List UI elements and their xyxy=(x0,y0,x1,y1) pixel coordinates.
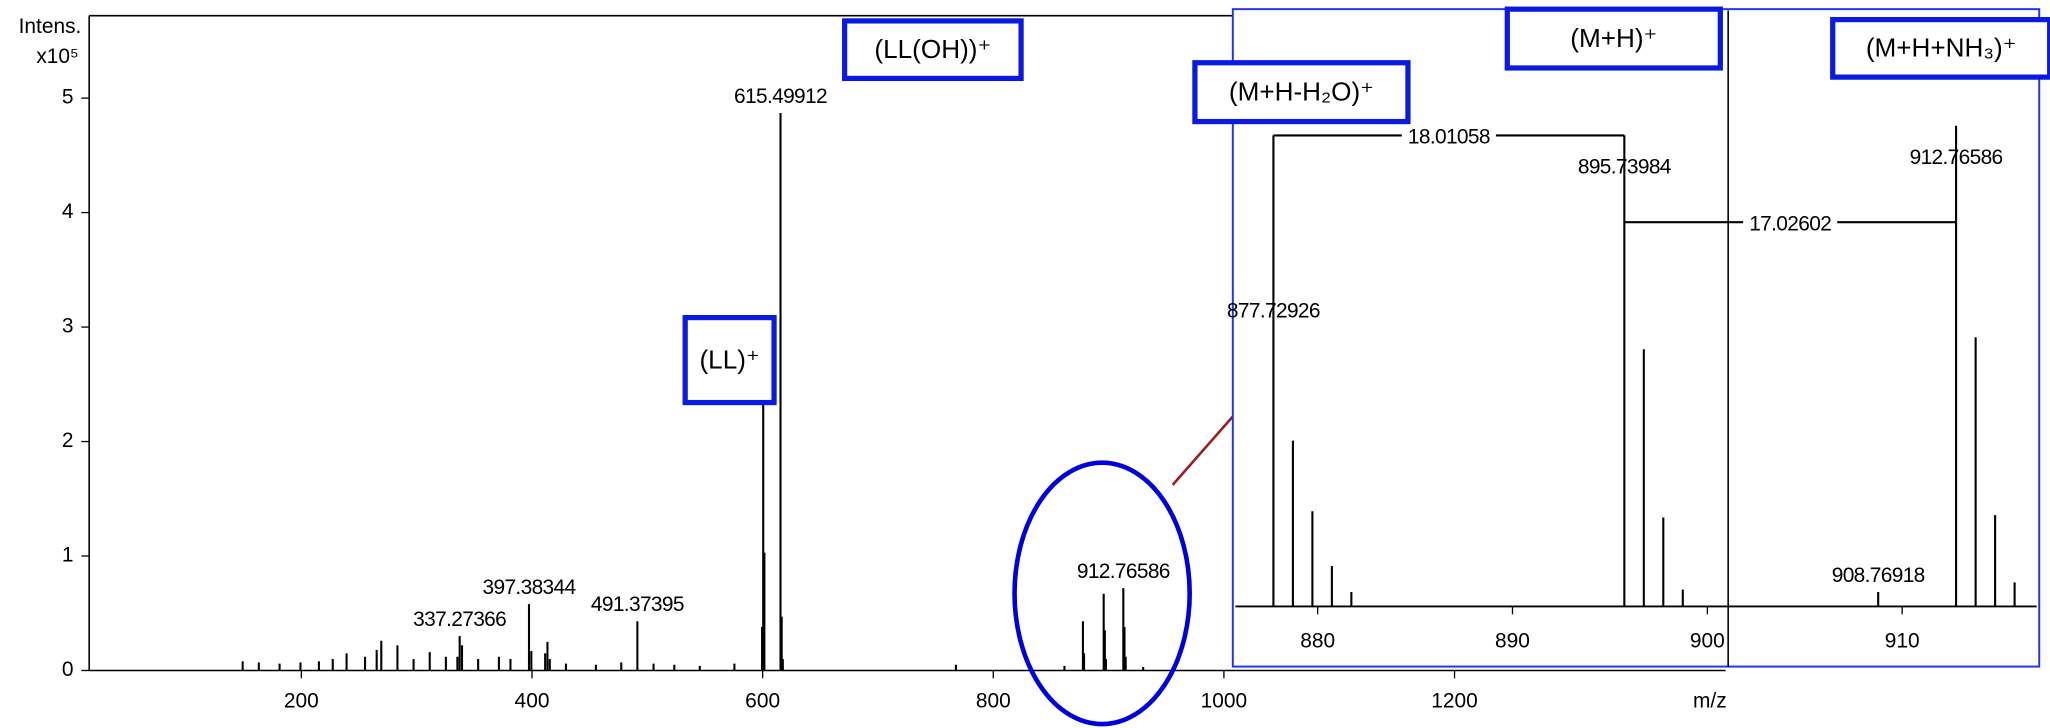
peak-label: 615.49912 xyxy=(734,85,827,108)
annotation-label: (M+H-H₂O)⁺ xyxy=(1229,76,1374,106)
y-tick-label: 1 xyxy=(62,544,74,567)
annotation-box xyxy=(1830,16,2050,80)
annotation-label: (LL)⁺ xyxy=(699,344,759,374)
x-axis-label: m/z xyxy=(1693,689,1727,712)
main-plot: 0 1 2 3 4 5 200 400 600 800 1000 1200 337.27366 397.3… xyxy=(62,85,1478,713)
difference-label: 17.02602 xyxy=(1749,212,1831,235)
x-tick-label: 400 xyxy=(515,689,550,712)
annotation-label: (M+H)⁺ xyxy=(1570,23,1657,53)
y-tick-label: 3 xyxy=(62,315,74,338)
difference-label: 18.01058 xyxy=(1408,126,1490,149)
difference-label-bg xyxy=(1743,209,1838,236)
x-tick-label: 600 xyxy=(745,689,780,712)
x-tick-label: 800 xyxy=(976,689,1011,712)
x-tick-label: 200 xyxy=(284,689,319,712)
difference-label-bg xyxy=(1401,122,1496,149)
annotation-label: (M+H+NH₃)⁺ xyxy=(1866,33,2017,63)
y-axis-unit: x10⁵ xyxy=(36,45,78,68)
peak-label: 337.27366 xyxy=(413,608,506,631)
x-tick-label: 910 xyxy=(1885,629,1920,652)
peak-label: 397.38344 xyxy=(483,576,577,599)
peak-label: 912.76586 xyxy=(1077,560,1170,583)
y-axis-label: Intens. xyxy=(19,15,82,38)
y-tick-label: 0 xyxy=(62,658,74,681)
peak-label: 491.37395 xyxy=(591,593,684,616)
highlight-ellipse xyxy=(1012,460,1192,727)
annotation-box xyxy=(1192,60,1411,125)
x-tick-label: 1200 xyxy=(1431,689,1478,712)
annotation-box xyxy=(842,18,1024,82)
peak-label: 877.72926 xyxy=(1227,299,1320,322)
y-tick-label: 4 xyxy=(62,200,74,223)
annotation-box xyxy=(1504,6,1723,71)
inset-plot: 880 890 900 910 877.72926 895.73984 908.76918 9… xyxy=(1227,122,2016,652)
annotation-boxes: (LL(OH))⁺ (LL)⁺ (M+H-H₂O)⁺ (M+H)⁺ (M+H+NH₃)⁺ xyxy=(682,6,2050,406)
y-tick-label: 2 xyxy=(62,429,74,452)
x-tick-label: 890 xyxy=(1495,629,1530,652)
peak-label: 895.73984 xyxy=(1578,156,1672,179)
annotation-label: (LL(OH))⁺ xyxy=(874,34,991,64)
peak-label: 912.76586 xyxy=(1910,146,2003,169)
peak-label: 908.76918 xyxy=(1832,564,1925,587)
x-tick-label: 900 xyxy=(1690,629,1725,652)
annotation-box xyxy=(682,314,777,406)
x-tick-label: 1000 xyxy=(1201,689,1248,712)
x-tick-label: 880 xyxy=(1300,629,1335,652)
y-tick-label: 5 xyxy=(62,86,74,109)
